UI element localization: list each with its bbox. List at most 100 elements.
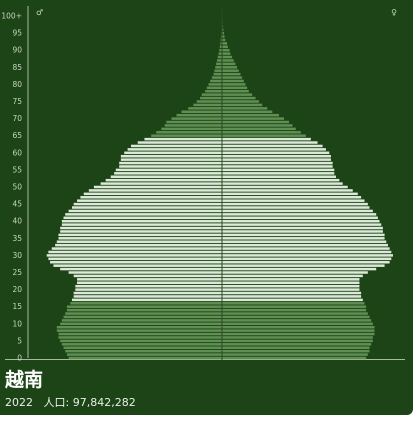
male-bar-age-1 [66,353,222,356]
female-bar-age-8 [222,329,375,332]
male-bar-age-65 [151,134,222,137]
male-bar-age-4 [61,343,222,346]
male-bar-age-17 [71,298,222,302]
male-bar-age-6 [58,336,222,339]
male-bar-age-93 [220,38,222,42]
male-bar-age-83 [213,72,222,76]
y-tick-label-60: 60 [12,148,22,157]
female-bar-age-57 [222,161,333,165]
female-bar-age-32 [222,247,390,250]
male-bar-age-59 [120,154,222,158]
male-bar-age-51 [100,182,222,185]
male-bar-age-10 [60,322,222,326]
male-bar-age-19 [73,291,222,295]
male-bar-age-87 [216,59,222,62]
male-bar-age-21 [75,284,222,288]
female-bar-age-13 [222,312,368,315]
male-bar-age-35 [58,237,222,240]
female-bar-age-93 [222,38,226,42]
y-tick-label-25: 25 [12,268,22,277]
y-tick-label-95: 95 [12,29,22,38]
female-bar-age-45 [222,202,368,206]
y-tick-label-20: 20 [12,285,22,294]
female-bar-age-10 [222,322,373,326]
male-bar-age-25 [68,271,222,274]
female-bar-age-87 [222,59,234,62]
female-bar-age-21 [222,284,360,288]
female-bar-age-75 [222,100,259,103]
female-bar-age-65 [222,134,306,137]
male-bar-age-45 [73,202,222,206]
female-bar-age-12 [222,315,370,319]
female-bar-age-47 [222,196,362,199]
male-bar-age-73 [188,107,222,110]
male-bar-age-53 [110,175,222,178]
female-bar-age-0 [222,356,367,360]
female-bar-age-48 [222,192,358,196]
y-tick-label-15: 15 [12,302,22,311]
female-bar-age-35 [222,237,385,240]
female-bar-age-36 [222,233,385,237]
female-bar-age-59 [222,154,331,158]
male-bar-age-77 [201,93,222,96]
y-tick-label-35: 35 [12,234,22,243]
male-bar-age-82 [211,76,222,79]
female-bar-age-56 [222,165,333,168]
female-bar-age-71 [222,113,279,117]
female-bar-age-85 [222,66,238,69]
female-bar-age-52 [222,178,340,182]
male-bar-age-64 [144,137,222,141]
female-bar-age-15 [222,305,367,308]
female-bar-age-54 [222,172,335,175]
female-bar-age-41 [222,216,378,220]
male-bar-age-57 [119,161,222,165]
male-bar-age-61 [127,148,222,151]
male-bar-age-12 [63,315,222,319]
male-bar-age-8 [56,329,222,332]
population-label: 人口: [43,396,70,409]
female-bar-age-90 [222,48,230,52]
male-bar-age-29 [48,257,223,261]
male-bar-age-22 [77,281,222,285]
male-bar-age-5 [60,339,222,343]
male-bar-age-94 [220,35,222,38]
male-bar-age-89 [218,52,222,55]
male-bar-age-23 [77,278,222,281]
female-bar-age-39 [222,223,382,226]
male-bar-age-40 [61,219,222,223]
country-name: 越南 [5,369,44,391]
y-tick-label-45: 45 [12,200,22,209]
male-bar-age-27 [53,264,223,267]
female-bar-age-96 [222,28,224,31]
male-bar-age-28 [50,260,223,264]
female-bar-age-70 [222,117,285,120]
male-bar-age-34 [56,240,222,243]
female-bar-age-91 [222,45,228,49]
population-value: 97,842,282 [72,396,136,409]
female-bar-age-30 [222,254,393,257]
female-bar-age-25 [222,271,368,274]
female-bar-age-46 [222,199,365,202]
male-bar-age-76 [200,96,222,100]
female-bar-age-64 [222,137,311,141]
female-bar-age-18 [222,295,362,298]
female-bar-age-60 [222,151,330,155]
male-bar-age-36 [58,233,222,237]
male-bar-age-58 [120,158,222,161]
male-bar-age-70 [171,117,222,120]
female-bar-age-16 [222,302,365,305]
female-bar-age-84 [222,69,239,72]
male-bar-age-30 [46,254,222,257]
male-bar-age-91 [219,45,222,49]
male-bar-age-18 [73,295,222,298]
y-tick-label-40: 40 [12,217,22,226]
male-bar-age-56 [119,165,222,168]
population-info: 2022 人口: 97,842,282 [5,396,136,410]
y-tick-label-5: 5 [17,336,22,345]
female-bar-age-28 [222,260,390,264]
female-bar-age-68 [222,124,293,127]
female-bar-age-55 [222,168,335,172]
female-bar-age-81 [222,79,244,83]
male-bar-age-48 [83,192,223,196]
female-bar-age-50 [222,185,348,189]
